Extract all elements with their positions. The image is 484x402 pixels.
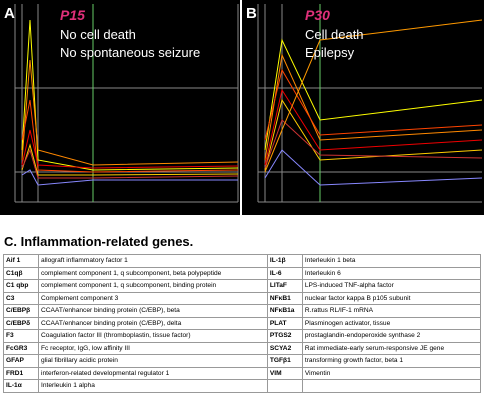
table-row: C1 qbp complement component 1, q subcompo… [3, 279, 482, 293]
table-row: GFAP glial fibrillary acidic protein TGFβ1… [3, 354, 482, 368]
table-title: C. Inflammation-related genes. [4, 234, 194, 249]
gene-symbol: FRD1 [3, 366, 39, 380]
gene-symbol: GFAP [3, 354, 39, 368]
gene-description: glial fibrillary acidic protein [38, 354, 268, 368]
gene-description: Rat immediate-early serum-responsive JE … [301, 341, 482, 355]
gene-description: CCAAT/enhancer binding protein (C/EBP), … [38, 316, 268, 330]
gene-table: Aif 1 allograft inflammatory factor 1 IL-1… [3, 254, 482, 393]
gene-description: allograft inflammatory factor 1 [38, 254, 268, 268]
gene-symbol: Aif 1 [3, 254, 39, 268]
gene-symbol: C1qβ [3, 266, 39, 280]
gene-symbol: C1 qbp [3, 279, 39, 293]
table-row: FRD1 interferon-related developmental reg… [3, 366, 482, 380]
gene-symbol: F3 [3, 329, 39, 343]
table-row: FcGR3 Fc receptor, IgG, low affinity III S… [3, 341, 482, 355]
gene-symbol: IL-1α [3, 379, 39, 393]
gene-description: Complement component 3 [38, 291, 268, 305]
gene-symbol: PLAT [266, 316, 303, 330]
panel-letter: B [246, 5, 257, 22]
gene-description: Interleukin 6 [301, 266, 482, 280]
table-row: IL-1α Interleukin 1 alpha [3, 379, 482, 393]
gene-symbol [266, 379, 303, 393]
gene-description: complement component 1, q subcomponent, … [38, 266, 268, 280]
gene-description: nuclear factor kappa B p105 subunit [301, 291, 482, 305]
panel-caption: No cell death [60, 27, 136, 42]
gene-symbol: IL-1β [266, 254, 303, 268]
panel-caption: Epilepsy [305, 45, 355, 60]
gene-description: Vimentin [301, 366, 482, 380]
panel-caption: Cell death [305, 27, 364, 42]
gene-description: transforming growth factor, beta 1 [301, 354, 482, 368]
gene-description: Coagulation factor III (thromboplastin, … [38, 329, 268, 343]
panel-bg [0, 0, 240, 215]
panel-age: P30 [305, 7, 330, 23]
traces [21, 19, 483, 186]
gene-description: CCAAT/enhancer binding protein (C/EBP), … [38, 304, 268, 318]
gene-description: Plasminogen activator, tissue [301, 316, 482, 330]
table-row: C1qβ complement component 1, q subcompone… [3, 266, 482, 280]
gene-symbol: VIM [266, 366, 303, 380]
gene-description: R.rattus RL/IF-1 mRNA [301, 304, 482, 318]
table-row: C/EBPβ CCAAT/enhancer binding protein (C/… [3, 304, 482, 318]
gene-symbol: NFκB1 [266, 291, 303, 305]
gene-description: interferon-related developmental regulat… [38, 366, 268, 380]
gene-symbol: TGFβ1 [266, 354, 303, 368]
gene-description: Interleukin 1 beta [301, 254, 482, 268]
panel-letter: A [4, 5, 15, 22]
gene-symbol: IL-6 [266, 266, 303, 280]
gene-description [301, 379, 482, 393]
gene-description: Fc receptor, IgG, low affinity III [38, 341, 268, 355]
gene-description: complement component 1, q subcomponent, … [38, 279, 268, 293]
table-row: F3 Coagulation factor III (thromboplastin… [3, 329, 482, 343]
table-row: Aif 1 allograft inflammatory factor 1 IL-1… [3, 254, 482, 268]
table-row: C/EBPδ CCAAT/enhancer binding protein (C/… [3, 316, 482, 330]
table-row: C3 Complement component 3 NFκB1 nuclear fac… [3, 291, 482, 305]
gene-description: prostaglandin-endoperoxide synthase 2 [301, 329, 482, 343]
gene-symbol: LITaF [266, 279, 303, 293]
gene-symbol: C3 [3, 291, 39, 305]
gene-symbol: PTGS2 [266, 329, 303, 343]
gene-symbol: C/EBPβ [3, 304, 39, 318]
gene-description: Interleukin 1 alpha [38, 379, 268, 393]
gene-symbol: SCYA2 [266, 341, 303, 355]
gene-symbol: C/EBPδ [3, 316, 39, 330]
figures: A P15 No cell death No spontaneous seizu… [0, 0, 484, 215]
panel-age: P15 [60, 7, 85, 23]
gene-symbol: FcGR3 [3, 341, 39, 355]
panel-caption: No spontaneous seizure [60, 45, 200, 60]
gene-symbol: NFκB1a [266, 304, 303, 318]
gene-description: LPS-induced TNF-alpha factor [301, 279, 482, 293]
